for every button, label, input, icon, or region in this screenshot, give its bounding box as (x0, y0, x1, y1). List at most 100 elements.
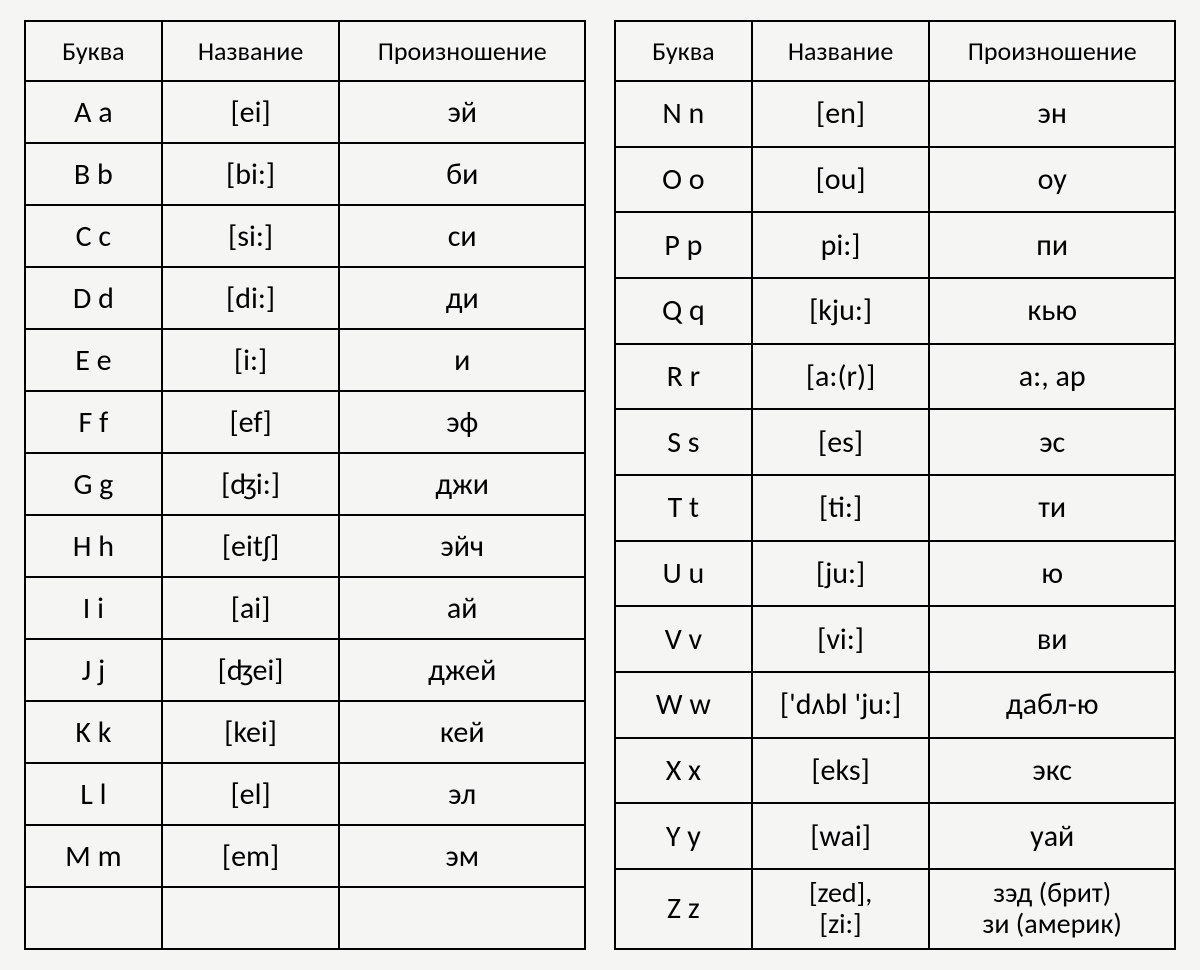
cell-pron: дабл-ю (929, 672, 1175, 738)
alphabet-table-right: Буква Название Произношение N n[en]энO o… (614, 20, 1176, 950)
table-row: Y y[wai]уай (615, 803, 1175, 869)
table-row: W w['dʌbl 'ju:]дабл-ю (615, 672, 1175, 738)
cell-pron: ю (929, 541, 1175, 607)
table-row: V v[vi:]ви (615, 606, 1175, 672)
table-row: B b[bi:]би (25, 143, 585, 205)
table-row: X x[eks]экс (615, 738, 1175, 804)
tables-container: Буква Название Произношение A a[ei]эйB b… (0, 0, 1200, 970)
cell-name: [en] (752, 81, 930, 147)
cell-letter: E e (25, 329, 162, 391)
cell-pron: эм (339, 825, 585, 887)
cell-name: [ʤei] (162, 639, 340, 701)
cell-name: [ef] (162, 391, 340, 453)
table-row: S s[es]эс (615, 409, 1175, 475)
cell-pron: эл (339, 763, 585, 825)
cell-letter: D d (25, 267, 162, 329)
table-row: K k[kei]кей (25, 701, 585, 763)
cell-pron: пи (929, 212, 1175, 278)
cell-name: [ʤi:] (162, 453, 340, 515)
cell-letter: X x (615, 738, 752, 804)
table-row: Q q[kju:]кью (615, 278, 1175, 344)
cell-pron: си (339, 205, 585, 267)
cell-pron: би (339, 143, 585, 205)
cell-name: [eks] (752, 738, 930, 804)
cell-pron: оу (929, 147, 1175, 213)
table-row: Z z[zed],[zi:]зэд (брит)зи (америк) (615, 869, 1175, 949)
cell-pron: зэд (брит)зи (америк) (929, 869, 1175, 949)
cell-pron: джи (339, 453, 585, 515)
cell-pron: кей (339, 701, 585, 763)
cell-letter: K k (25, 701, 162, 763)
cell-letter: U u (615, 541, 752, 607)
cell-letter: C c (25, 205, 162, 267)
cell-letter: F f (25, 391, 162, 453)
cell-letter: J j (25, 639, 162, 701)
table-row: D d[di:]ди (25, 267, 585, 329)
cell-name: [ou] (752, 147, 930, 213)
cell-pron: эйч (339, 515, 585, 577)
table-row: H h[eitʃ]эйч (25, 515, 585, 577)
cell-pron: ви (929, 606, 1175, 672)
cell-letter: S s (615, 409, 752, 475)
cell-letter: A a (25, 81, 162, 143)
header-pron: Произношение (929, 21, 1175, 81)
table-header-row: Буква Название Произношение (615, 21, 1175, 81)
cell-letter: W w (615, 672, 752, 738)
cell-name: ['dʌbl 'ju:] (752, 672, 930, 738)
cell-name: [vi:] (752, 606, 930, 672)
cell-pron: ди (339, 267, 585, 329)
header-pron: Произношение (339, 21, 585, 81)
cell-letter: H h (25, 515, 162, 577)
cell-name: [kju:] (752, 278, 930, 344)
table-row: R r[a:(r)]а:, ар (615, 344, 1175, 410)
table-row-empty (25, 887, 585, 949)
cell-letter: Y y (615, 803, 752, 869)
table-row: F f[ef]эф (25, 391, 585, 453)
cell-empty (25, 887, 162, 949)
cell-letter: R r (615, 344, 752, 410)
cell-letter: B b (25, 143, 162, 205)
cell-name: [a:(r)] (752, 344, 930, 410)
cell-name: [si:] (162, 205, 340, 267)
cell-empty (339, 887, 585, 949)
cell-name: [ai] (162, 577, 340, 639)
table-row: J j[ʤei]джей (25, 639, 585, 701)
table-row: O o[ou]оу (615, 147, 1175, 213)
cell-letter: O o (615, 147, 752, 213)
cell-pron: уай (929, 803, 1175, 869)
table-row: T t[ti:]ти (615, 475, 1175, 541)
cell-pron: и (339, 329, 585, 391)
cell-pron: ти (929, 475, 1175, 541)
table-row: M m[em]эм (25, 825, 585, 887)
cell-pron: экс (929, 738, 1175, 804)
header-name: Название (162, 21, 340, 81)
table-row: C c[si:]си (25, 205, 585, 267)
cell-letter: P p (615, 212, 752, 278)
cell-name: [ju:] (752, 541, 930, 607)
cell-name: [eitʃ] (162, 515, 340, 577)
table-row: U u[ju:]ю (615, 541, 1175, 607)
alphabet-table-left: Буква Название Произношение A a[ei]эйB b… (24, 20, 586, 950)
cell-name: [el] (162, 763, 340, 825)
table-row: N n[en]эн (615, 81, 1175, 147)
cell-pron: джей (339, 639, 585, 701)
header-letter: Буква (615, 21, 752, 81)
cell-name: [bi:] (162, 143, 340, 205)
header-name: Название (752, 21, 930, 81)
cell-name: [kei] (162, 701, 340, 763)
header-letter: Буква (25, 21, 162, 81)
cell-empty (162, 887, 340, 949)
cell-name: [wai] (752, 803, 930, 869)
cell-pron: эй (339, 81, 585, 143)
cell-name: [es] (752, 409, 930, 475)
cell-pron: эф (339, 391, 585, 453)
cell-pron: эн (929, 81, 1175, 147)
cell-letter: I i (25, 577, 162, 639)
cell-letter: Z z (615, 869, 752, 949)
cell-letter: N n (615, 81, 752, 147)
cell-letter: G g (25, 453, 162, 515)
table-header-row: Буква Название Произношение (25, 21, 585, 81)
table-row: P ppi:]пи (615, 212, 1175, 278)
cell-name: [i:] (162, 329, 340, 391)
cell-letter: V v (615, 606, 752, 672)
